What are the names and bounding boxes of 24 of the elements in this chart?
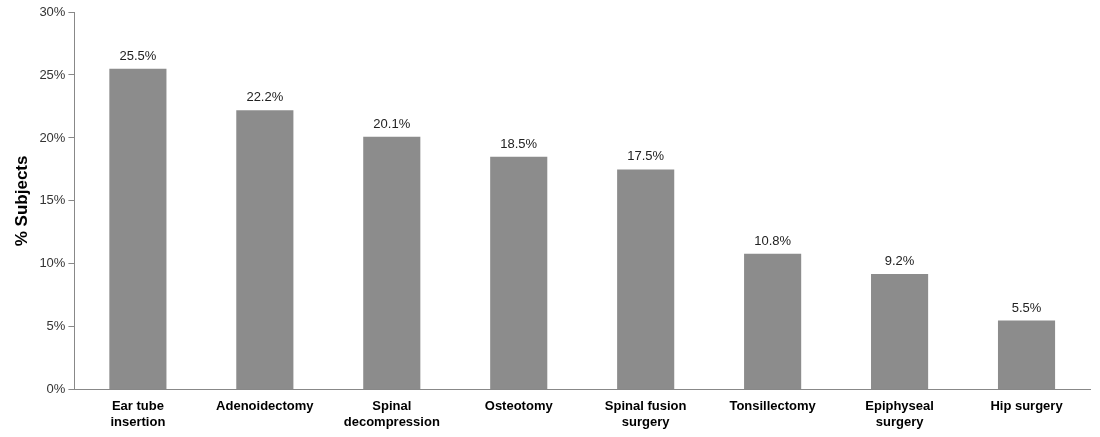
x-tick-label: Ear tube insertion <box>110 398 166 429</box>
data-label: 10.8% <box>754 232 792 248</box>
y-tick-label: 30% <box>39 3 66 19</box>
y-tick-label: 5% <box>46 318 66 334</box>
x-tick-label: Osteotomy <box>484 398 554 414</box>
x-tick-label: Spinal decompression <box>343 398 440 429</box>
data-label: 22.2% <box>246 89 284 105</box>
x-tick-label: Spinal fusion surgery <box>604 398 687 429</box>
x-tick-label: Adenoidectomy <box>216 398 315 414</box>
data-label: 20.1% <box>373 115 411 131</box>
y-tick-label: 20% <box>39 129 66 145</box>
y-tick-label: 10% <box>39 255 66 271</box>
y-tick-label: 25% <box>39 66 66 82</box>
x-tick-label: Hip surgery <box>990 398 1064 414</box>
y-tick-label: 0% <box>46 381 66 397</box>
x-tick-label: Epiphyseal surgery <box>865 398 934 429</box>
x-tick-label: Tonsillectomy <box>729 398 817 414</box>
data-label: 5.5% <box>1011 299 1042 315</box>
data-label: 9.2% <box>884 253 915 269</box>
y-axis-title: % Subjects <box>11 155 31 247</box>
data-label: 25.5% <box>119 47 157 63</box>
data-label: 17.5% <box>627 148 665 164</box>
y-tick-label: 15% <box>39 192 66 208</box>
data-label: 18.5% <box>500 135 538 151</box>
